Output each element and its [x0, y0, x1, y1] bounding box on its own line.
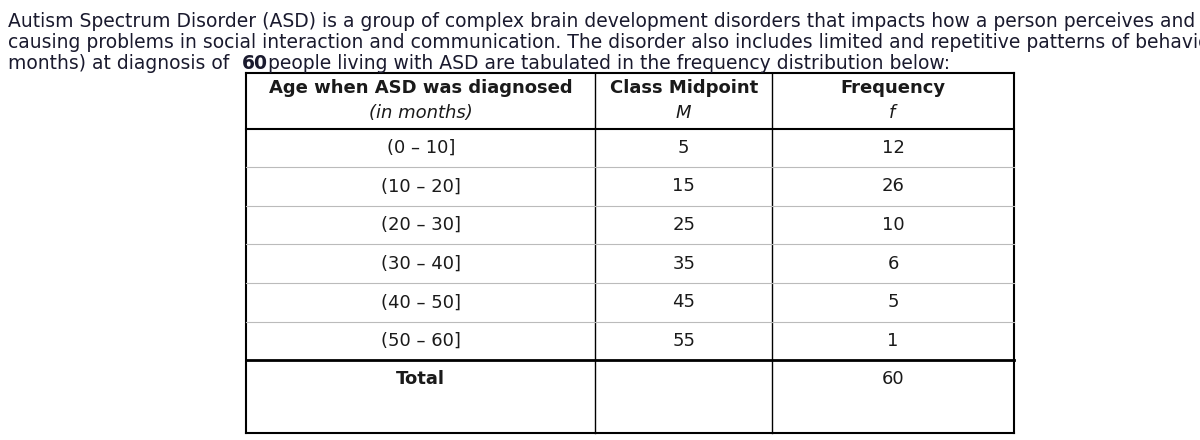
- Text: (0 – 10]: (0 – 10]: [386, 139, 455, 157]
- Text: (50 – 60]: (50 – 60]: [380, 332, 461, 350]
- Text: 45: 45: [672, 293, 695, 311]
- Text: Class Midpoint: Class Midpoint: [610, 79, 758, 97]
- Text: 26: 26: [882, 177, 905, 195]
- Text: 5: 5: [678, 139, 690, 157]
- Text: (in months): (in months): [368, 104, 473, 122]
- Text: people living with ASD are tabulated in the frequency distribution below:: people living with ASD are tabulated in …: [263, 54, 950, 73]
- Text: Age when ASD was diagnosed: Age when ASD was diagnosed: [269, 79, 572, 97]
- Text: 60: 60: [882, 370, 905, 389]
- Text: (10 – 20]: (10 – 20]: [380, 177, 461, 195]
- Text: 12: 12: [882, 139, 905, 157]
- Text: (20 – 30]: (20 – 30]: [380, 216, 461, 234]
- Text: causing problems in social interaction and communication. The disorder also incl: causing problems in social interaction a…: [8, 33, 1200, 52]
- Text: 15: 15: [672, 177, 695, 195]
- Text: months) at diagnosis of: months) at diagnosis of: [8, 54, 235, 73]
- Text: (30 – 40]: (30 – 40]: [380, 255, 461, 273]
- Text: Frequency: Frequency: [840, 79, 946, 97]
- Text: 60: 60: [242, 54, 268, 73]
- Text: $f$: $f$: [888, 104, 899, 122]
- Text: 25: 25: [672, 216, 695, 234]
- Text: $M$: $M$: [676, 104, 692, 122]
- Text: 6: 6: [887, 255, 899, 273]
- Text: (40 – 50]: (40 – 50]: [380, 293, 461, 311]
- Text: 35: 35: [672, 255, 695, 273]
- Text: 1: 1: [887, 332, 899, 350]
- Text: 55: 55: [672, 332, 695, 350]
- Text: 5: 5: [887, 293, 899, 311]
- Text: Total: Total: [396, 370, 445, 389]
- Text: Autism Spectrum Disorder (ASD) is a group of complex brain development disorders: Autism Spectrum Disorder (ASD) is a grou…: [8, 12, 1200, 31]
- Text: 10: 10: [882, 216, 905, 234]
